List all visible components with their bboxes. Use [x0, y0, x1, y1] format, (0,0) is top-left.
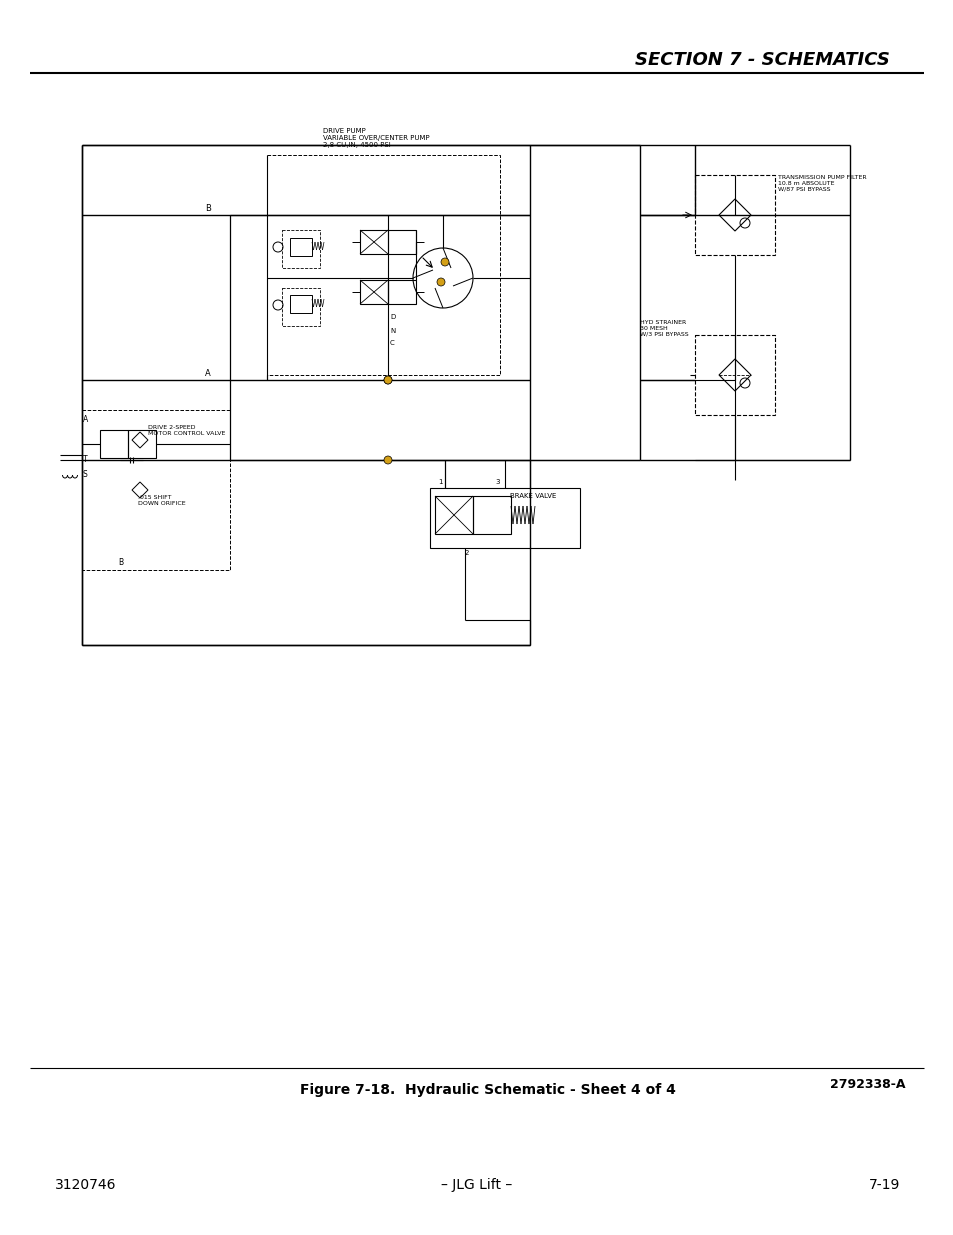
Text: 2: 2 [464, 550, 469, 556]
Bar [435, 496, 473, 534]
Bar [388, 280, 416, 304]
Circle shape [384, 456, 392, 464]
Bar [473, 496, 511, 534]
Text: C: C [390, 340, 395, 346]
Text: BRAKE VALVE: BRAKE VALVE [510, 493, 556, 499]
Bar [695, 335, 774, 415]
Text: A: A [205, 369, 211, 378]
Circle shape [436, 278, 444, 287]
Circle shape [384, 375, 392, 384]
Circle shape [384, 375, 392, 384]
Circle shape [440, 258, 449, 266]
Bar [359, 230, 388, 254]
Text: 1: 1 [437, 479, 442, 485]
Text: SECTION 7 - SCHEMATICS: SECTION 7 - SCHEMATICS [635, 51, 889, 69]
Bar [282, 288, 319, 326]
Text: DRIVE 2-SPEED
MOTOR CONTROL VALVE: DRIVE 2-SPEED MOTOR CONTROL VALVE [148, 425, 225, 436]
Bar [695, 175, 774, 254]
Text: 3120746: 3120746 [55, 1178, 116, 1192]
Text: B: B [118, 558, 123, 567]
Bar [290, 238, 312, 256]
Text: B: B [205, 204, 211, 212]
Bar [430, 488, 579, 548]
Text: 7-19: 7-19 [868, 1178, 899, 1192]
Bar [388, 230, 416, 254]
Text: T: T [83, 454, 88, 464]
Bar [128, 430, 156, 458]
Text: S: S [83, 471, 88, 479]
Text: 2792338-A: 2792338-A [829, 1078, 904, 1092]
Bar [282, 230, 319, 268]
Text: DRIVE PUMP
VARIABLE OVER/CENTER PUMP
2,8 CU,IN, 4500 PSI: DRIVE PUMP VARIABLE OVER/CENTER PUMP 2,8… [323, 128, 429, 148]
Text: .015 SHIFT
DOWN ORIFICE: .015 SHIFT DOWN ORIFICE [138, 495, 186, 506]
Text: HYD STRAINER
30 MESH
W/3 PSI BYPASS: HYD STRAINER 30 MESH W/3 PSI BYPASS [639, 320, 688, 337]
Text: N: N [390, 329, 395, 333]
Text: 3: 3 [495, 479, 499, 485]
Text: Figure 7-18.  Hydraulic Schematic - Sheet 4 of 4: Figure 7-18. Hydraulic Schematic - Sheet… [299, 1083, 675, 1097]
Bar [82, 410, 230, 571]
Bar [100, 430, 128, 458]
Bar [290, 295, 312, 312]
Text: TRANSMISSION PUMP FILTER
10.8 m ABSOLUTE
W/87 PSI BYPASS: TRANSMISSION PUMP FILTER 10.8 m ABSOLUTE… [778, 175, 865, 191]
Text: A: A [83, 415, 89, 424]
Bar [267, 156, 499, 375]
Text: D: D [390, 314, 395, 320]
Text: – JLG Lift –: – JLG Lift – [441, 1178, 512, 1192]
Bar [359, 280, 388, 304]
